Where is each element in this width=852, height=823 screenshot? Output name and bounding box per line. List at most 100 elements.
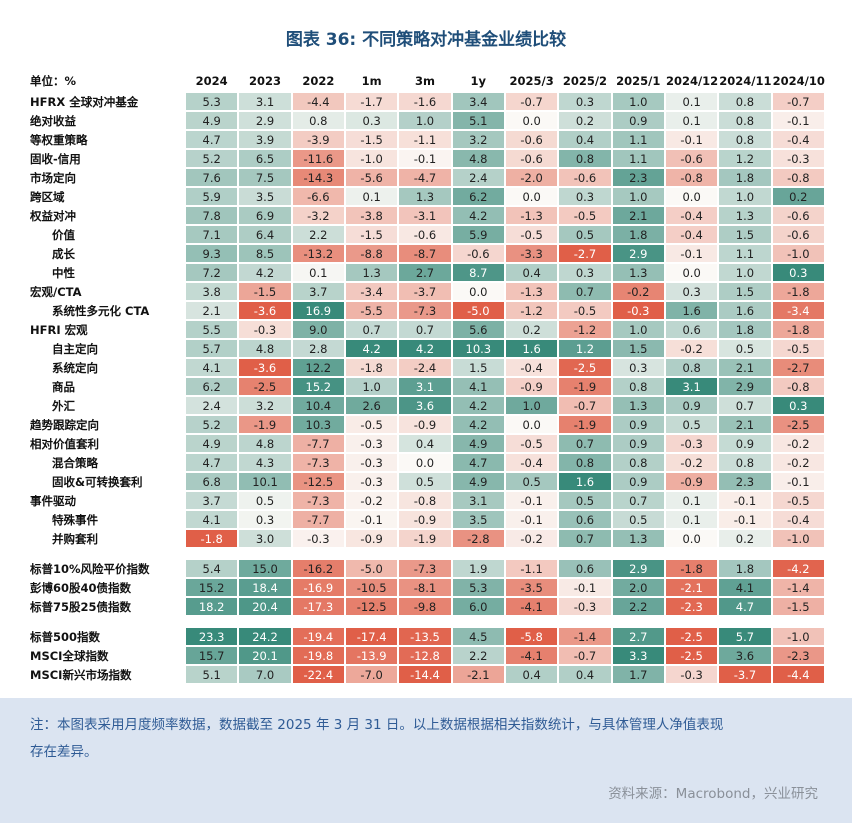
value-cell: 1.3 [719, 207, 771, 225]
value-cell: -1.5 [772, 598, 824, 616]
value-cell: 7.0 [239, 666, 291, 684]
table-row: 系统定向 4.1 -3.6 12.2 -1.8 -2.4 1.5 -0.4 -2.5 0.3 0.8… [28, 359, 824, 377]
value-cell: 5.4 [186, 560, 238, 578]
value-cell: -0.1 [772, 112, 824, 130]
value-cell: 6.9 [239, 207, 291, 225]
performance-table-container: 单位：% 2024 2023 2022 1m 3m 1y 2025/3 2025/2 2025/1… [0, 70, 852, 685]
value-cell: 5.9 [452, 226, 504, 244]
value-cell: 3.7 [292, 283, 344, 301]
column-header: 2024/12 [665, 74, 719, 88]
value-cell: 5.3 [452, 579, 504, 597]
value-cell: 2.1 [186, 302, 238, 320]
value-cell: 0.4 [505, 666, 558, 684]
table-row: HFRX 全球对冲基金 5.3 3.1 -4.4 -1.7 -1.6 3.4 -0.7 0.3 1… [28, 93, 824, 111]
group-gap-cell [28, 549, 824, 559]
row-label: 混合策略 [28, 454, 184, 472]
value-cell: 23.3 [186, 628, 238, 646]
value-cell: 0.8 [612, 378, 664, 396]
value-cell: 4.3 [239, 454, 291, 472]
footnote-line-2: 存在差异。 [30, 744, 98, 761]
value-cell: 10.4 [292, 397, 344, 415]
value-cell: 3.0 [239, 530, 291, 548]
value-cell: -2.7 [772, 359, 824, 377]
value-cell: 2.1 [719, 416, 771, 434]
value-cell: 0.8 [719, 112, 771, 130]
row-label: 彭博60股40债指数 [28, 579, 184, 597]
value-cell: -8.1 [399, 579, 451, 597]
value-cell: 0.1 [665, 492, 718, 510]
value-cell: 0.1 [665, 93, 718, 111]
value-cell: -1.1 [505, 560, 558, 578]
value-cell: 9.0 [292, 321, 344, 339]
value-cell: -4.2 [772, 560, 824, 578]
value-cell: 16.9 [292, 302, 344, 320]
value-cell: 0.6 [665, 321, 718, 339]
value-cell: -0.1 [719, 511, 771, 529]
value-cell: -0.9 [345, 530, 398, 548]
table-header-row: 单位：% 2024 2023 2022 1m 3m 1y 2025/3 2025/2 2025/1… [28, 72, 825, 91]
value-cell: 3.9 [239, 131, 291, 149]
row-label: 市场定向 [28, 169, 184, 187]
value-cell: -0.1 [399, 150, 451, 168]
row-label: HFRI 宏观 [28, 321, 184, 339]
row-label: 自主定向 [28, 340, 184, 358]
value-cell: 6.2 [452, 188, 504, 206]
value-cell: 0.5 [719, 340, 771, 358]
value-cell: -2.8 [452, 530, 504, 548]
value-cell: -0.1 [345, 511, 398, 529]
value-cell: -0.3 [345, 454, 398, 472]
value-cell: 2.0 [612, 579, 664, 597]
value-cell: 2.9 [239, 112, 291, 130]
table-row: 趋势跟踪定向 5.2 -1.9 10.3 -0.5 -0.9 4.2 0.0 -1.9 0.9 0.… [28, 416, 824, 434]
value-cell: 1.7 [612, 666, 664, 684]
value-cell: -2.7 [559, 245, 611, 263]
value-cell: -3.1 [399, 207, 451, 225]
value-cell: 1.0 [505, 397, 558, 415]
row-label: 成长 [28, 245, 184, 263]
value-cell: -1.5 [345, 131, 398, 149]
footer-band: 注：本图表采用月度频率数据，数据截至 2025 年 3 月 31 日。以上数据根… [0, 698, 852, 823]
value-cell: 1.8 [719, 560, 771, 578]
value-cell: -0.2 [665, 340, 718, 358]
value-cell: 0.9 [612, 435, 664, 453]
value-cell: -0.3 [292, 530, 344, 548]
value-cell: 0.1 [292, 264, 344, 282]
value-cell: 1.6 [505, 340, 558, 358]
row-label: 标普10%风险平价指数 [28, 560, 184, 578]
value-cell: -0.2 [665, 454, 718, 472]
value-cell: -0.4 [772, 511, 824, 529]
value-cell: 3.3 [612, 647, 664, 665]
value-cell: 0.0 [665, 264, 718, 282]
table-row: 价值 7.1 6.4 2.2 -1.5 -0.6 5.9 -0.5 0.5 1.8 -0.4 1.5-… [28, 226, 824, 244]
value-cell: -0.3 [559, 598, 611, 616]
value-cell: 0.2 [559, 112, 611, 130]
value-cell: -5.0 [345, 560, 398, 578]
value-cell: 0.7 [559, 283, 611, 301]
value-cell: 15.2 [292, 378, 344, 396]
value-cell: 10.3 [292, 416, 344, 434]
value-cell: -0.3 [772, 150, 824, 168]
value-cell: 0.7 [719, 397, 771, 415]
value-cell: 1.0 [612, 321, 664, 339]
value-cell: -0.9 [505, 378, 558, 396]
table-row: 事件驱动 3.7 0.5 -7.3 -0.2 -0.8 3.1 -0.1 0.5 0.7 0.1 -0… [28, 492, 824, 510]
value-cell: 5.3 [186, 93, 238, 111]
value-cell: -1.8 [772, 283, 824, 301]
value-cell: -9.8 [399, 598, 451, 616]
value-cell: 0.7 [559, 435, 611, 453]
value-cell: -4.1 [505, 647, 558, 665]
table-row: 特殊事件 4.1 0.3 -7.7 -0.1 -0.9 3.5 -0.1 0.6 0.5 0.1 -0… [28, 511, 824, 529]
value-cell: -0.3 [239, 321, 291, 339]
value-cell: -0.6 [505, 131, 558, 149]
value-cell: -3.6 [239, 359, 291, 377]
value-cell: -16.2 [292, 560, 344, 578]
value-cell: 2.4 [186, 397, 238, 415]
value-cell: 0.7 [559, 530, 611, 548]
value-cell: -3.6 [239, 302, 291, 320]
value-cell: -1.9 [399, 530, 451, 548]
value-cell: 7.1 [186, 226, 238, 244]
value-cell: 0.3 [665, 283, 718, 301]
value-cell: -0.4 [665, 226, 718, 244]
value-cell: -0.1 [665, 131, 718, 149]
row-label: 跨区域 [28, 188, 184, 206]
